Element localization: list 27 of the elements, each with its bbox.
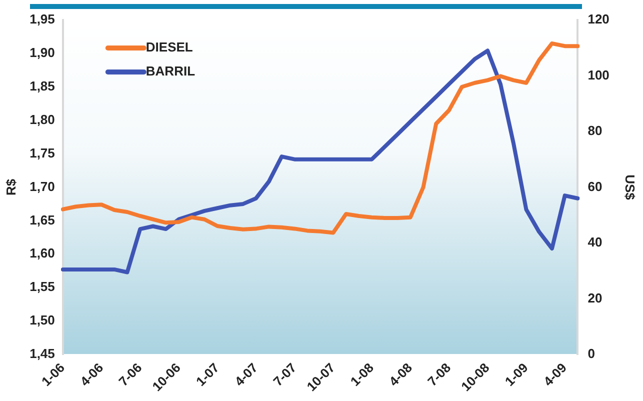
y2-tick-label: 0 <box>588 346 595 362</box>
y2-tick-label: 40 <box>588 234 602 250</box>
y2-tick-label: 60 <box>588 178 602 194</box>
y-tick-label: 1,70 <box>30 178 55 194</box>
y2-tick-label: 120 <box>588 12 610 27</box>
y2-axis-title: US$ <box>622 174 638 201</box>
y-tick-label: 1,65 <box>30 212 55 228</box>
y-tick-label: 1,50 <box>30 312 55 328</box>
x-tick-label: 7-08 <box>424 360 454 390</box>
y-tick-label: 1,45 <box>30 346 55 362</box>
x-tick-label: 4-08 <box>386 360 416 390</box>
y-tick-label: 1,95 <box>30 12 55 27</box>
y-tick-label: 1,80 <box>30 112 55 127</box>
x-tick-label: 7-06 <box>116 360 145 390</box>
y-tick-label: 1,60 <box>30 246 55 261</box>
y-tick-label: 1,55 <box>30 279 55 294</box>
y2-tick-label: 20 <box>588 290 602 306</box>
x-tick-label: 4-06 <box>77 360 106 390</box>
y2-tick-label: 80 <box>588 123 602 138</box>
y-tick-label: 1,90 <box>30 45 55 60</box>
legend-label: BARRIL <box>146 64 196 79</box>
legend-label: DIESEL <box>146 40 193 55</box>
x-tick-label: 4-09 <box>540 360 570 390</box>
y-axis-title: R$ <box>3 178 18 196</box>
y-tick-label: 1,75 <box>30 145 55 160</box>
y-tick-label: 1,85 <box>30 78 55 94</box>
y2-tick-label: 100 <box>588 67 610 82</box>
